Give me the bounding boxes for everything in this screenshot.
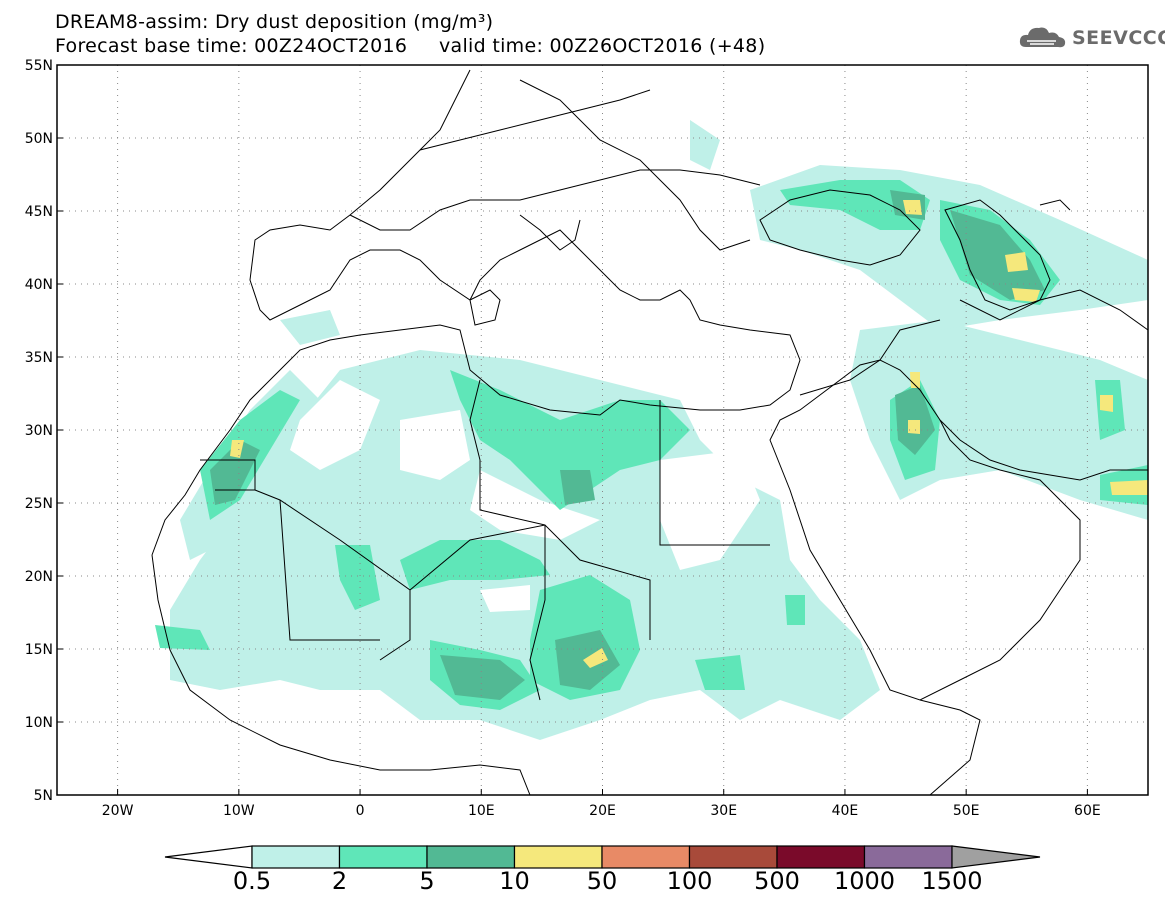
lat-tick-label: 5N [34,788,53,804]
dust-contour [583,648,608,668]
coastline [944,199,1051,311]
dust-contour [910,372,920,388]
lon-tick-label: 0 [356,803,365,819]
border [799,319,941,396]
border [529,525,546,701]
border [419,89,651,151]
colorbar [164,845,1041,869]
colorbar-label: 5 [419,867,435,895]
dust-contour [400,540,550,590]
coastline [919,699,981,795]
border [959,289,1148,331]
lat-tick-label: 55N [25,58,53,74]
dust-contour [1110,480,1148,495]
lon-tick-label: 40E [832,803,859,819]
coastlines [151,69,1148,795]
colorbar-label: 500 [754,867,800,895]
dust-contour [690,120,720,170]
dust-contour [908,420,920,434]
lon-tick-label: 10E [468,803,495,819]
dust-contour [335,545,380,610]
forecast-times: Forecast base time: 00Z24OCT2016 valid t… [55,35,766,57]
map-title: DREAM8-assim: Dry dust deposition (mg/m³… [55,11,494,33]
colorbar-cell [338,845,428,869]
dust-contour [785,595,805,625]
colorbar-label: 1000 [833,867,896,895]
border [1039,199,1071,211]
dust-deposition-layer [155,120,1148,740]
colorbar-cell [776,845,866,869]
lon-tick-label: 60E [1074,803,1101,819]
coastline [759,189,921,266]
border [659,400,770,546]
lon-tick-label: 30E [710,803,737,819]
lat-tick-label: 10N [25,715,53,731]
lat-tick-label: 20N [25,569,53,585]
dust-contour [1100,395,1113,412]
dust-contour [440,655,525,700]
colorbar-cell [688,845,778,869]
axis-ticks: 55N 50N 45N 40N 35N 30N 25N 20N 15N 10N 5N 20W 10W 0 1… [25,58,1101,819]
dust-contour [1005,252,1028,272]
coastline [769,359,1081,701]
colorbar-cell [601,845,691,869]
logo-text: SEEVCCC [1072,27,1165,49]
lat-tick-label: 40N [25,277,53,293]
coastline [151,69,801,556]
colorbar-over-arrow [951,845,1041,869]
border [409,524,651,640]
lat-tick-label: 45N [25,204,53,220]
dust-contour [210,440,260,505]
lon-tick-label: 10W [223,803,255,819]
colorbar-label: 50 [586,867,618,895]
dust-contour [903,200,922,215]
lon-tick-label: 20E [589,803,616,819]
coastline [939,419,1148,481]
dust-contour [400,410,470,480]
border [254,489,411,661]
dust-contour [290,380,380,470]
lat-tick-label: 25N [25,496,53,512]
border [349,169,761,231]
colorbar-label: 2 [331,867,348,895]
coastline [519,214,581,251]
colorbar-cells [251,845,953,869]
colorbar-label: 0.5 [232,867,272,895]
cloud-logo-icon [1019,27,1066,48]
border [200,459,256,491]
dust-contour [660,450,760,570]
lat-tick-label: 15N [25,642,53,658]
border [469,379,546,526]
colorbar-cell [513,845,603,869]
border [279,499,380,641]
lon-tick-label: 20W [102,803,134,819]
colorbar-cell [863,845,953,869]
dust-contour [560,470,595,505]
colorbar-label: 1500 [921,867,983,895]
dust-contour [1012,288,1040,302]
dust-contour [230,440,244,458]
border [519,79,751,251]
coastline [151,554,531,795]
lon-tick-label: 50E [953,803,980,819]
dust-contour [695,655,745,690]
coastline [469,289,501,326]
colorbar-label: 10 [499,867,530,895]
colorbar-under-arrow [164,845,253,869]
dust-contour [470,470,600,540]
colorbar-cell [251,845,341,869]
seevccc-logo: SEEVCCC [1018,23,1165,53]
dust-contour [480,585,530,612]
lat-tick-label: 30N [25,423,53,439]
dust-contour [950,210,1045,300]
colorbar-label: 100 [666,867,713,895]
colorbar-cell [426,845,516,869]
dust-contour [450,370,690,510]
dust-contour [280,310,340,345]
lat-tick-label: 50N [25,131,53,147]
lat-tick-label: 35N [25,350,53,366]
